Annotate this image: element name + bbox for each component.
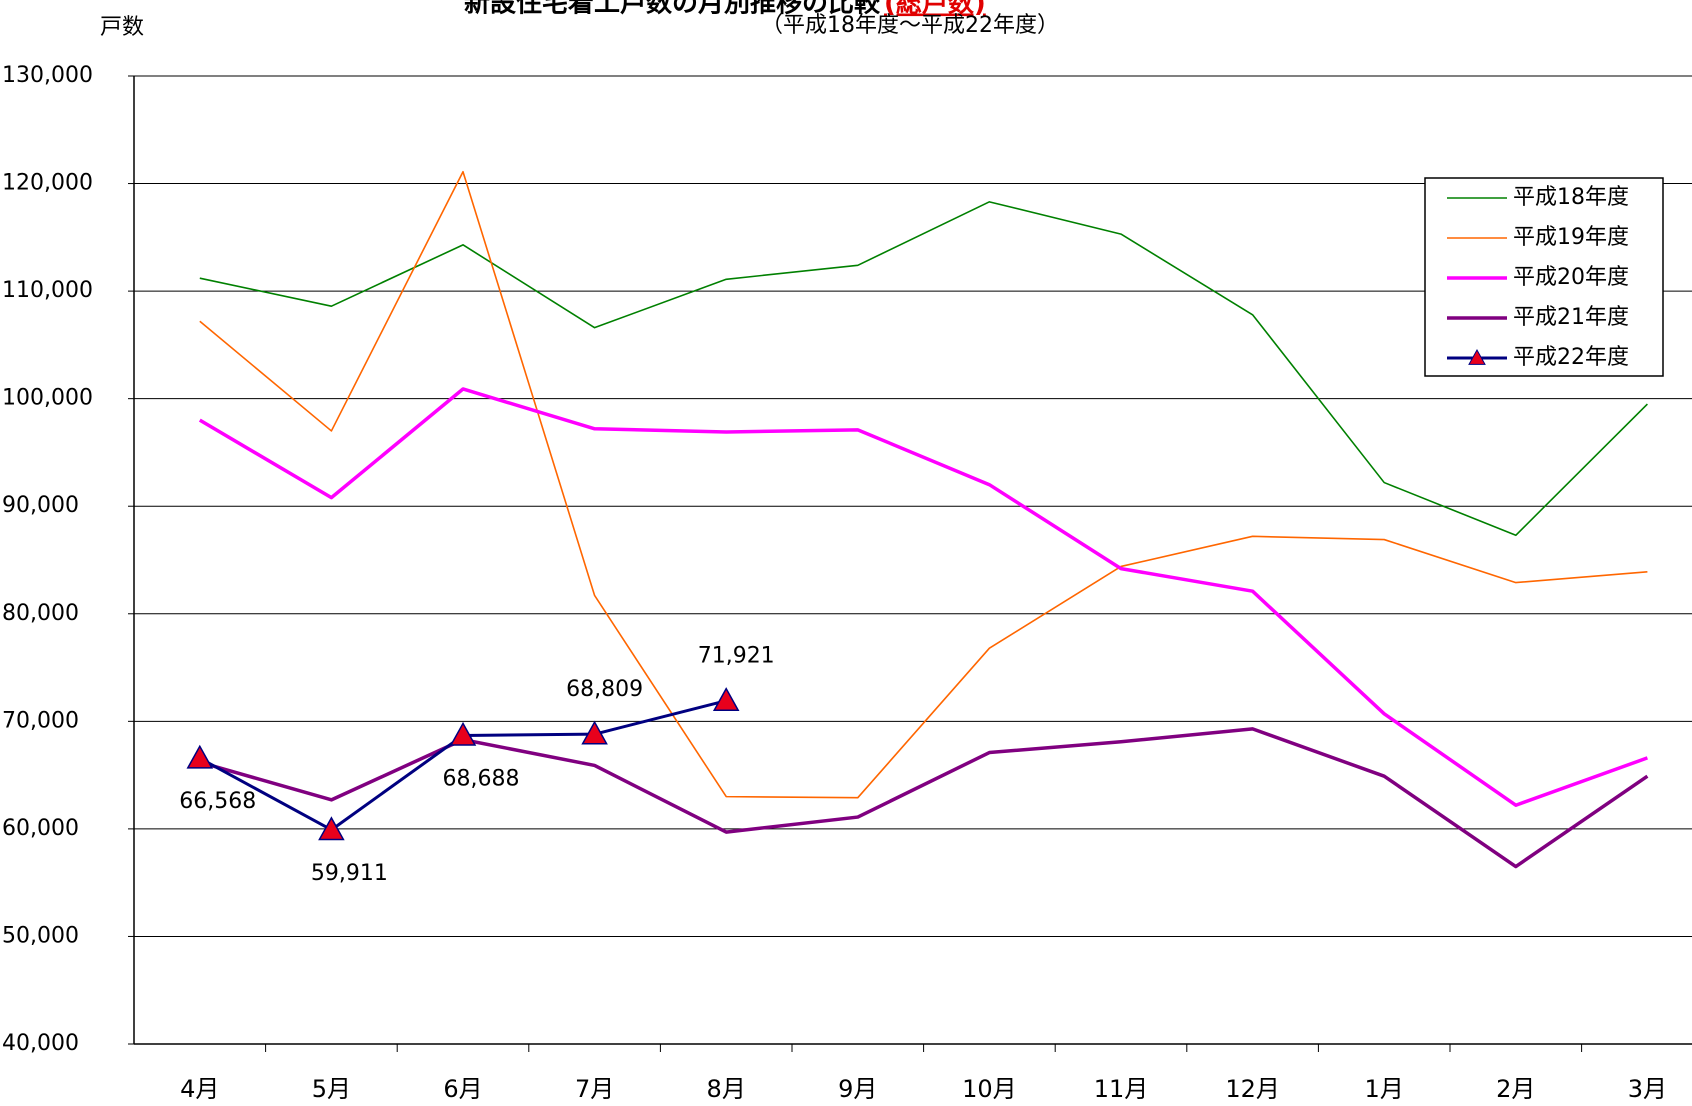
x-tick-label: 1月: [1365, 1075, 1404, 1103]
value-label: 66,568: [179, 789, 256, 814]
value-label: 68,809: [566, 677, 643, 702]
y-tick-label: 100,000: [2, 386, 93, 411]
series-line: [198, 387, 1648, 807]
y-tick-label: 90,000: [2, 493, 79, 518]
series-line: [199, 201, 1648, 537]
series-marker: [712, 687, 740, 712]
x-tick-label: 11月: [1094, 1075, 1149, 1103]
y-axis-label: 戸数: [100, 15, 144, 40]
y-tick-label: 80,000: [2, 601, 79, 626]
y-tick-label: 110,000: [2, 278, 93, 303]
legend-label: 平成18年度: [1513, 185, 1629, 210]
y-tick-label: 50,000: [2, 923, 79, 948]
x-tick-label: 12月: [1225, 1075, 1280, 1103]
x-tick-label: 7月: [575, 1075, 614, 1103]
x-tick-label: 2月: [1496, 1075, 1535, 1103]
series-line: [199, 699, 727, 832]
value-label: 71,921: [698, 644, 775, 669]
chart-title-note: (総戸数): [884, 0, 986, 19]
y-tick-label: 120,000: [2, 171, 93, 196]
y-tick-label: 130,000: [2, 63, 93, 88]
legend-label: 平成21年度: [1513, 305, 1629, 330]
x-tick-label: 9月: [838, 1075, 877, 1103]
series-marker: [581, 720, 608, 745]
legend-label: 平成22年度: [1513, 345, 1629, 370]
series-line: [199, 170, 1648, 799]
x-tick-label: 4月: [180, 1075, 219, 1103]
x-tick-label: 3月: [1628, 1075, 1667, 1103]
chart-subtitle: （平成18年度～平成22年度）: [761, 13, 1059, 38]
x-tick-label: 8月: [707, 1075, 746, 1103]
legend-label: 平成20年度: [1513, 265, 1629, 290]
x-tick-label: 10月: [962, 1075, 1017, 1103]
y-tick-label: 70,000: [2, 708, 79, 733]
y-tick-label: 40,000: [2, 1031, 79, 1056]
legend-label: 平成19年度: [1513, 225, 1629, 250]
value-label: 59,911: [311, 861, 388, 886]
series-marker: [186, 744, 214, 769]
legend-marker: [1468, 348, 1486, 365]
x-tick-label: 5月: [312, 1075, 351, 1103]
series-marker: [318, 816, 345, 841]
y-tick-label: 60,000: [2, 816, 79, 841]
series-marker: [449, 721, 477, 746]
chart-title: 新設住宅着工戸数の月別推移の比較: [464, 0, 881, 19]
x-tick-label: 6月: [443, 1075, 482, 1103]
value-label: 68,688: [443, 766, 520, 791]
series-line: [199, 727, 1649, 869]
